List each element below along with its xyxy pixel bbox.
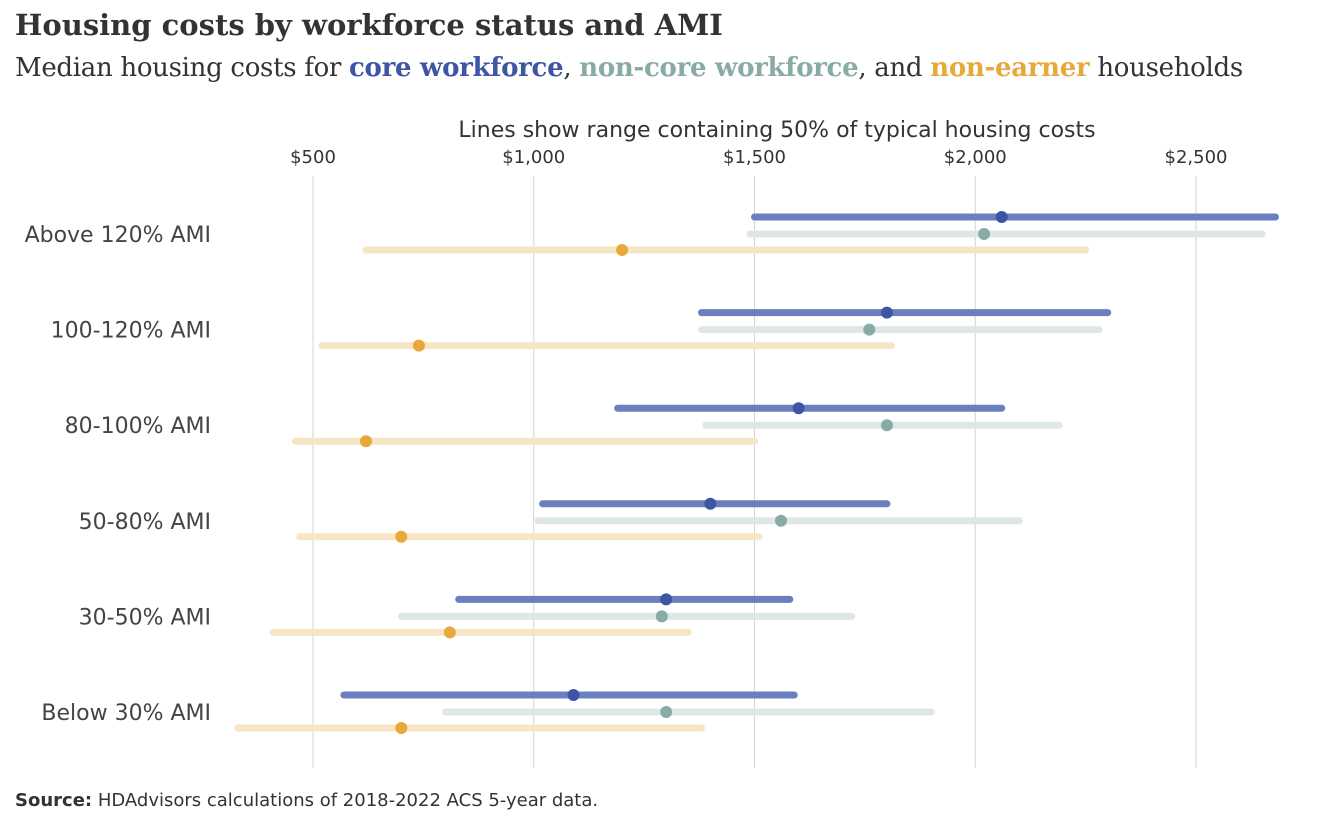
source-label: Source:	[15, 790, 93, 811]
median-dot-non-core-workforce	[655, 610, 668, 623]
median-dot-non-earner	[616, 244, 629, 256]
median-dot-non-earner	[443, 626, 456, 639]
median-dot-core-workforce	[792, 402, 805, 415]
median-dot-non-core-workforce	[863, 323, 876, 336]
subtitle-prefix: Median housing costs for	[15, 53, 350, 83]
median-dot-non-core-workforce	[978, 228, 991, 240]
subtitle-non-earner: non-earner	[930, 53, 1090, 83]
median-dot-non-earner	[395, 530, 408, 543]
category-label: Above 120% AMI	[25, 223, 211, 248]
subtitle-core-workforce: core workforce	[349, 53, 564, 83]
category-label: 50-80% AMI	[79, 510, 211, 535]
subtitle-suffix: households	[1089, 53, 1243, 83]
data-marks	[234, 211, 1279, 734]
subtitle-separator-2: , and	[858, 53, 931, 83]
median-dot-non-core-workforce	[660, 706, 673, 718]
median-dot-non-core-workforce	[880, 419, 893, 432]
chart-title: Housing costs by workforce status and AM…	[15, 8, 723, 42]
median-dot-core-workforce	[704, 497, 717, 510]
median-dot-non-earner	[395, 722, 408, 734]
median-dot-core-workforce	[995, 211, 1008, 223]
median-dot-non-earner	[412, 339, 425, 352]
subtitle-non-core-workforce: non-core workforce	[579, 53, 859, 83]
chart-subtitle: Median housing costs for core workforce,…	[15, 53, 1243, 83]
median-dot-non-earner	[359, 435, 372, 448]
x-tick-label: $500	[290, 147, 336, 168]
median-dot-core-workforce	[880, 306, 893, 319]
category-label: 80-100% AMI	[65, 414, 211, 439]
gridlines	[312, 176, 1197, 768]
x-tick-label: $2,000	[944, 147, 1007, 168]
category-label: Below 30% AMI	[41, 701, 211, 726]
subtitle-separator-1: ,	[563, 53, 580, 83]
source-note: Source: HDAdvisors calculations of 2018-…	[15, 790, 598, 811]
median-dot-core-workforce	[567, 689, 580, 701]
x-tick-label: $1,000	[502, 147, 565, 168]
x-tick-label: $1,500	[723, 147, 786, 168]
category-label: 30-50% AMI	[79, 605, 211, 630]
range-dot-chart: Lines show range containing 50% of typic…	[25, 118, 1279, 768]
x-axis-ticks: $500 $1,000 $1,500 $2,000 $2,500	[290, 147, 1227, 168]
source-text: HDAdvisors calculations of 2018-2022 ACS…	[92, 790, 599, 811]
x-tick-label: $2,500	[1165, 147, 1228, 168]
category-label: 100-120% AMI	[51, 319, 211, 344]
category-labels: Above 120% AMI 100-120% AMI 80-100% AMI 50-…	[25, 223, 211, 726]
x-axis-title: Lines show range containing 50% of typic…	[458, 118, 1095, 143]
median-dot-core-workforce	[660, 593, 673, 606]
median-dot-non-core-workforce	[774, 514, 787, 527]
